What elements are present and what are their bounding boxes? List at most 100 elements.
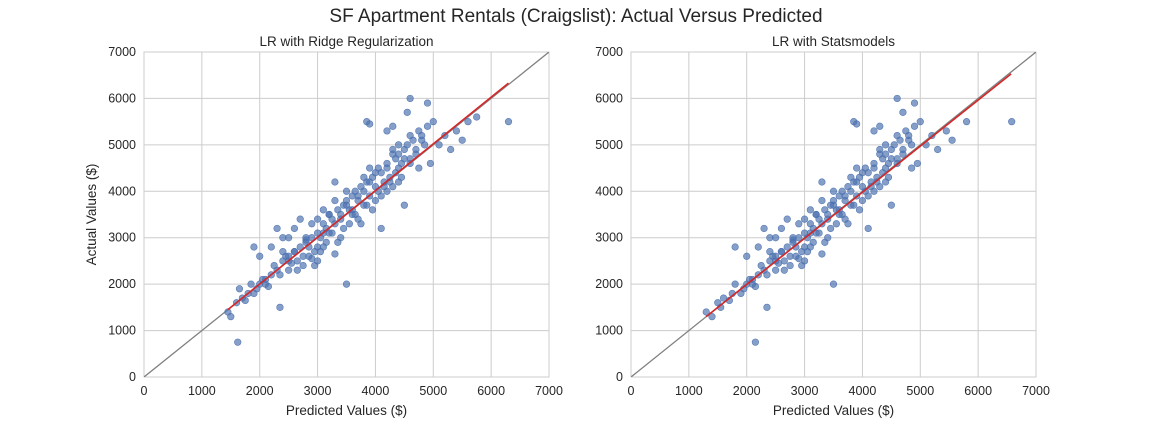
scatter-point	[366, 178, 374, 186]
scatter-point	[818, 196, 826, 205]
scatter-point	[815, 229, 823, 237]
scatter-point	[795, 220, 803, 228]
scatter-point	[887, 201, 895, 209]
scatter-point	[267, 243, 275, 251]
scatter-point	[772, 234, 780, 242]
scatter-point	[247, 280, 255, 288]
scatter-point	[447, 145, 455, 154]
scatter-point	[340, 224, 348, 233]
scatter-point	[392, 169, 400, 177]
scatter-point	[743, 252, 751, 260]
scatter-point	[962, 118, 971, 126]
y-tick-label: 4000	[108, 184, 136, 198]
scatter-point	[452, 127, 461, 135]
scatter-point	[394, 141, 403, 149]
x-tick-label: 5000	[906, 384, 934, 398]
scatter-point	[731, 280, 739, 288]
panel-title: LR with Ridge Regularization	[259, 34, 433, 49]
panel-ridge: 0 1000 2000 3000 4000 5000 6000 7000 0 1000 2000 30…	[84, 34, 563, 418]
scatter-point	[806, 243, 814, 251]
scatter-point	[850, 201, 858, 209]
x-tick-label: 1000	[675, 384, 703, 398]
scatter-point	[899, 108, 907, 116]
scatter-point	[331, 250, 339, 258]
axes-frame	[630, 51, 1037, 378]
scatter-point	[429, 118, 437, 126]
x-tick-label: 4000	[849, 384, 877, 398]
scatter-point	[423, 122, 432, 130]
y-tick-label: 5000	[595, 138, 623, 152]
scatter-point	[435, 141, 443, 149]
scatter-point	[795, 255, 803, 263]
x-tick-label: 7000	[535, 384, 563, 398]
scatter-point	[847, 187, 855, 195]
figure-title: SF Apartment Rentals (Craigslist): Actua…	[329, 6, 823, 27]
scatter-point	[264, 282, 272, 291]
y-tick-label: 2000	[595, 277, 623, 291]
x-tick-label: 3000	[791, 384, 819, 398]
scatter-point	[800, 215, 809, 223]
y-tick-label: 3000	[108, 231, 136, 245]
scatter-point	[464, 118, 472, 126]
scatter-point	[858, 196, 867, 205]
scatter-point	[780, 257, 788, 265]
y-tick-label: 3000	[595, 231, 623, 245]
scatter-point	[227, 313, 235, 321]
scatter-point	[751, 338, 759, 346]
scatter-point	[354, 215, 362, 223]
x-tick-label: 0	[628, 384, 635, 398]
scatter-point	[905, 136, 913, 144]
scatter-point	[890, 141, 898, 149]
scatter-point	[893, 94, 901, 103]
y-tick-label: 6000	[108, 91, 136, 105]
y-tick-label: 7000	[595, 45, 623, 59]
scatter-point	[308, 220, 316, 228]
scatter-point	[754, 243, 762, 251]
scatter-point	[870, 187, 878, 195]
scatter-point	[354, 192, 362, 200]
x-tick-label: 0	[141, 384, 148, 398]
scatter-point	[708, 313, 716, 321]
scatter-point	[864, 224, 872, 233]
scatter-point	[910, 99, 919, 107]
fit-line	[705, 73, 1012, 318]
scatter-point	[363, 201, 371, 209]
scatter-point	[841, 192, 849, 200]
scatter-point	[824, 234, 832, 242]
scatter-point	[406, 94, 414, 103]
scatter-point	[234, 338, 242, 346]
scatter-point	[786, 261, 794, 270]
scatter-point	[760, 224, 768, 233]
axes-frame	[143, 51, 550, 378]
scatter-point	[403, 141, 411, 149]
scatter-point	[772, 252, 780, 260]
x-tick-label: 3000	[304, 384, 332, 398]
x-tick-label: 1000	[188, 384, 216, 398]
scatter-point	[876, 122, 884, 130]
scatter-point	[893, 131, 901, 140]
scatter-point	[241, 296, 249, 304]
scatter-point	[916, 118, 924, 126]
scatter-point	[345, 220, 353, 228]
scatter-point	[235, 285, 244, 293]
x-tick-label: 2000	[733, 384, 761, 398]
scatter-point	[293, 266, 301, 274]
scatter-point	[870, 127, 878, 135]
scatter-point	[250, 243, 258, 251]
scatter-point	[360, 173, 368, 181]
fit-line	[227, 82, 510, 311]
scatter-point	[829, 201, 838, 209]
scatter-point	[913, 159, 921, 168]
y-tick-label: 2000	[108, 277, 136, 291]
plot-area	[144, 52, 549, 377]
scatter-point	[832, 220, 840, 228]
scatter-point	[858, 169, 867, 177]
scatter-point	[383, 127, 391, 135]
scatter-point	[473, 113, 481, 121]
y-axis-label: Actual Values ($)	[84, 164, 99, 266]
scatter-point	[360, 187, 368, 195]
scatter-point	[319, 243, 327, 251]
scatter-point	[772, 266, 780, 274]
scatter-point	[806, 206, 814, 214]
panel-title: LR with Statsmodels	[772, 34, 895, 49]
